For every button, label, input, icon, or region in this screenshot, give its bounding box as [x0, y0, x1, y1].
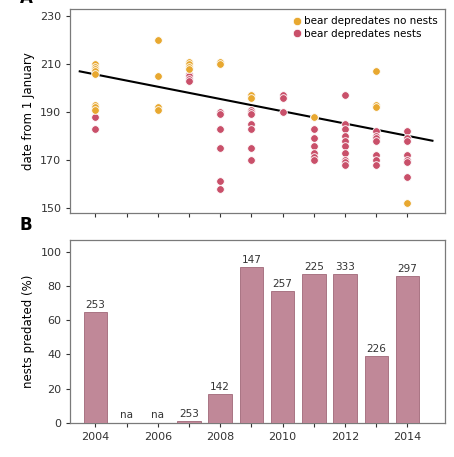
Bar [302, 274, 326, 423]
Text: 142: 142 [210, 382, 230, 392]
Bar [271, 291, 294, 423]
Bar [177, 421, 201, 423]
Y-axis label: date from 1 January: date from 1 January [22, 52, 35, 170]
Text: 257: 257 [273, 279, 292, 289]
Text: na: na [151, 410, 164, 420]
Text: A: A [20, 0, 33, 7]
Text: 225: 225 [304, 262, 324, 272]
Legend: bear depredates no nests, bear depredates nests: bear depredates no nests, bear depredate… [292, 14, 440, 41]
Bar [396, 276, 419, 423]
Bar [84, 312, 107, 423]
Text: B: B [20, 217, 32, 234]
Text: 253: 253 [179, 409, 199, 419]
Text: 297: 297 [398, 264, 417, 274]
Text: 147: 147 [242, 255, 262, 265]
Text: na: na [120, 410, 133, 420]
Text: 333: 333 [335, 262, 355, 272]
Bar [333, 274, 357, 423]
Bar [365, 356, 388, 423]
Bar [240, 267, 263, 423]
Text: 253: 253 [85, 300, 105, 310]
Text: 226: 226 [366, 344, 386, 354]
Bar [208, 393, 232, 423]
Y-axis label: nests predated (%): nests predated (%) [22, 275, 35, 388]
